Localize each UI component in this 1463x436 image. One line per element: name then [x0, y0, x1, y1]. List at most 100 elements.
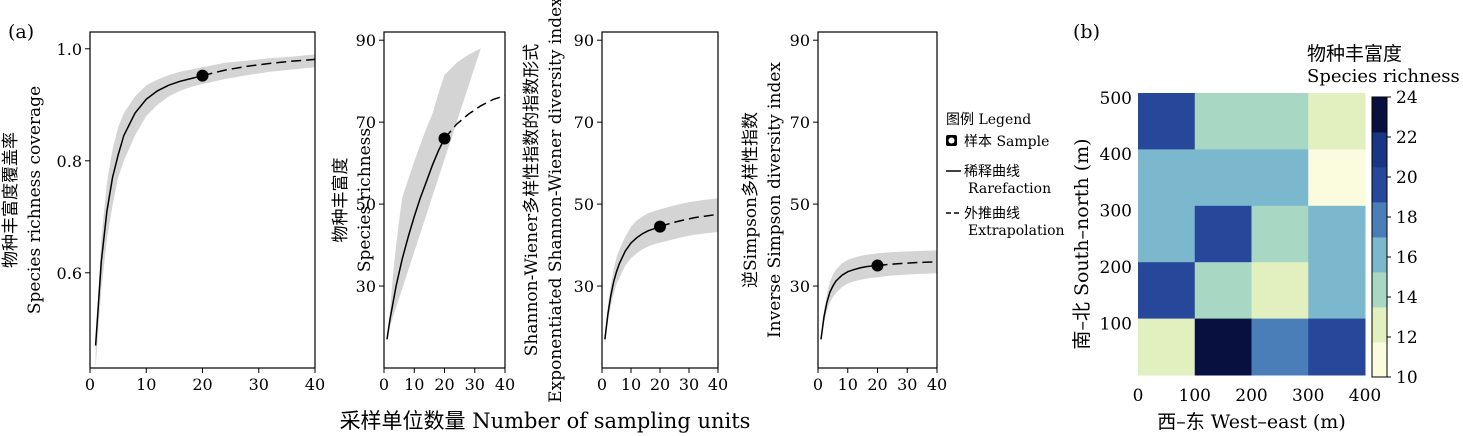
heatmap-cell	[1138, 262, 1196, 320]
y-tick-label: 90	[790, 31, 810, 50]
x-tick-label: 10	[838, 375, 858, 394]
heatmap-cell	[1194, 262, 1252, 320]
heatmap-cell	[1308, 318, 1366, 376]
colorbar-frame	[1371, 96, 1388, 378]
y-tick-label: 70	[790, 113, 810, 132]
colorbar-swatch	[1372, 97, 1387, 133]
colorbar-tick-label: 16	[1396, 248, 1418, 268]
heatmap-x-tick-label: 100	[1179, 386, 1211, 406]
legend-sample-label: 样本 Sample	[964, 134, 1049, 150]
shared-x-axis-label: 采样单位数量 Number of sampling units	[340, 409, 751, 433]
heatmap-y-tick-label: 100	[1100, 314, 1132, 334]
heatmap-cell	[1251, 149, 1309, 207]
x-tick-label: 10	[404, 375, 424, 394]
richness-panel: 0 10 20 30 40 30 50 70 90 物种丰富度 Species richness	[331, 31, 515, 394]
y-axis-label-en: Exponentiated Shannon-Wiener diversity i…	[546, 0, 566, 403]
x-tick-label: 10	[621, 375, 641, 394]
legend-rarefaction-en: Rarefaction	[968, 181, 1051, 197]
heatmap-y-tick-label: 200	[1100, 258, 1132, 278]
rarefaction-line	[604, 225, 661, 340]
y-axis-label-cn: Shannon-Wiener多样性指数的指数形式	[522, 44, 542, 356]
plot-frame	[817, 31, 938, 369]
confidence-band	[821, 250, 937, 344]
x-tick-label: 0	[379, 375, 389, 394]
extrapolation-line	[659, 213, 719, 228]
x-tick-label: 20	[650, 375, 670, 394]
extrapolation-line	[443, 94, 506, 139]
colorbar-swatch	[1372, 307, 1387, 343]
sample-point	[654, 220, 666, 233]
colorbar-tick-label: 12	[1396, 328, 1418, 348]
heatmap-x-axis-label: 西–东 West–east (m)	[1157, 411, 1346, 433]
y-axis-label-cn: 物种丰富度	[331, 158, 351, 243]
heatmap-x-tick-label: 200	[1235, 386, 1267, 406]
heatmap-cell	[1138, 149, 1196, 207]
heatmap-cell	[1308, 149, 1366, 207]
heatmap-cell	[1308, 93, 1366, 150]
heatmap-cell	[1138, 318, 1196, 376]
x-tick-label: 40	[495, 375, 515, 394]
heatmap-y-axis-label: 南–北 South–north (m)	[1071, 138, 1093, 349]
colorbar-swatch	[1372, 167, 1387, 203]
coverage-panel: 0 10 20 30 40 0.6 0.8 1.0 物种丰富度覆盖率 Species richne…	[1, 31, 325, 394]
x-tick-label: 30	[249, 375, 269, 394]
heatmap-cell	[1194, 93, 1252, 150]
shannon-panel: 0 10 20 30 40 30 50 70 90 Shannon-Wiener多样性指数的指数形…	[522, 0, 728, 403]
heatmap-cell	[1194, 205, 1252, 263]
extrapolation-line	[877, 261, 938, 267]
x-tick-label: 0	[85, 375, 95, 394]
rarefaction-line	[94, 74, 203, 346]
y-tick-label: 1.0	[57, 40, 82, 59]
colorbar-swatch	[1372, 202, 1387, 238]
legend-sample-dot	[948, 137, 955, 144]
x-tick-label: 40	[927, 375, 947, 394]
heatmap-x-tick-label: 400	[1349, 386, 1381, 406]
x-tick-label: 30	[897, 375, 917, 394]
heatmap-cell	[1138, 93, 1196, 150]
heatmap-y-tick-label: 300	[1100, 202, 1132, 222]
sample-point	[871, 259, 884, 272]
heatmap-cell	[1251, 205, 1309, 263]
x-tick-label: 30	[679, 375, 699, 394]
x-tick-label: 20	[192, 375, 212, 394]
y-axis-label-cn: 逆Simpson多样性指数	[741, 112, 761, 288]
confidence-band	[95, 54, 315, 369]
y-axis-label-cn: 物种丰富度覆盖率	[1, 132, 21, 268]
extrapolation-line	[202, 58, 316, 77]
x-tick-label: 0	[813, 375, 823, 394]
heatmap-cell	[1138, 205, 1196, 263]
rarefaction-line	[386, 138, 446, 340]
colorbar-tick-label: 14	[1396, 288, 1418, 308]
colorbar-swatch	[1372, 132, 1387, 168]
plot-frame	[601, 31, 719, 369]
legend-extrapolation-en: Extrapolation	[968, 223, 1065, 239]
y-tick-label: 30	[574, 277, 594, 296]
heatmap-cell	[1251, 93, 1309, 150]
colorbar-swatch	[1372, 237, 1387, 273]
y-tick-label: 30	[790, 277, 810, 296]
x-tick-label: 40	[305, 375, 325, 394]
x-tick-label: 10	[136, 375, 156, 394]
heatmap-y-tick-label: 500	[1100, 89, 1132, 109]
y-tick-label: 90	[356, 31, 376, 50]
heatmap-panel: 0 100 200 300 400 100 200 300 400 500 西–东 West–eas…	[1071, 43, 1460, 433]
x-tick-label: 30	[465, 375, 485, 394]
x-tick-label: 20	[867, 375, 887, 394]
y-tick-label: 50	[790, 195, 810, 214]
legend-extrapolation-cn: 外推曲线	[964, 206, 1020, 222]
colorbar-tick-label: 22	[1396, 128, 1418, 148]
y-tick-label: 70	[356, 113, 376, 132]
heatmap-cell	[1251, 318, 1309, 376]
y-tick-label: 30	[356, 277, 376, 296]
confidence-band	[604, 198, 718, 344]
heatmap-x-tick-label: 0	[1133, 386, 1144, 406]
heatmap-x-tick-label: 300	[1292, 386, 1324, 406]
x-tick-label: 20	[434, 375, 454, 394]
sample-point	[438, 132, 451, 145]
legend-title: 图例 Legend	[946, 112, 1031, 128]
heatmap-cell	[1194, 318, 1252, 376]
sample-point	[196, 69, 209, 82]
y-axis-label-en: Species richness	[355, 128, 375, 272]
heatmap-cell	[1308, 205, 1366, 263]
